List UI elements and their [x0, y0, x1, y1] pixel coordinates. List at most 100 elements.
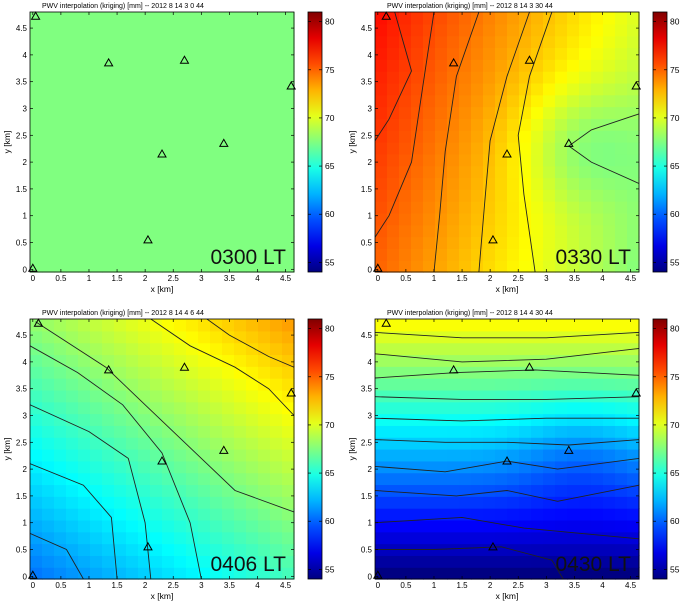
heatmap-cell	[114, 153, 127, 167]
heatmap-cell	[54, 496, 67, 509]
heatmap-cell	[270, 472, 283, 486]
heatmap-cell	[78, 401, 91, 415]
heatmap-cell	[471, 142, 484, 155]
heatmap-cell	[42, 82, 55, 96]
heatmap-cell	[483, 165, 496, 179]
heatmap-cell	[282, 472, 295, 486]
station-marker	[103, 364, 114, 374]
heatmap-cell	[162, 401, 175, 415]
heatmap-cell	[567, 35, 580, 49]
heatmap-cell	[435, 47, 448, 60]
heatmap-cell	[435, 130, 448, 143]
heatmap-cell	[114, 248, 127, 261]
heatmap-cell	[423, 260, 436, 273]
heatmap-cell	[246, 35, 259, 49]
station-marker	[488, 541, 498, 551]
x-tick-label: 3	[544, 274, 549, 283]
heatmap-cell	[591, 567, 604, 580]
heatmap-cell	[387, 389, 400, 403]
heatmap-cell	[375, 224, 388, 238]
heatmap-cell	[246, 460, 259, 474]
heatmap-cell	[78, 389, 91, 403]
heatmap-cell	[387, 59, 400, 72]
y-tick-label: 3	[368, 104, 373, 113]
heatmap-cell	[30, 23, 43, 37]
heatmap-cell	[246, 437, 259, 450]
heatmap-cell	[270, 449, 283, 462]
heatmap-cell	[234, 236, 247, 249]
heatmap-cell	[531, 496, 544, 509]
heatmap-cell	[90, 342, 103, 356]
heatmap-cell	[210, 449, 223, 462]
heatmap-cell	[615, 47, 628, 60]
heatmap-cell	[90, 425, 103, 438]
heatmap-cell	[375, 342, 388, 356]
heatmap-cell	[270, 59, 283, 72]
heatmap-cell	[66, 106, 79, 119]
heatmap-cell	[543, 71, 556, 84]
heatmap-cell	[459, 212, 472, 226]
heatmap-cell	[198, 319, 211, 332]
heatmap-cell	[411, 35, 424, 49]
heatmap-cell	[615, 35, 628, 49]
heatmap-cell	[114, 47, 127, 60]
heatmap-cell	[591, 142, 604, 155]
heatmap-cell	[375, 330, 388, 344]
heatmap-cell	[234, 260, 247, 273]
heatmap-cell	[615, 460, 628, 474]
heatmap-cell	[174, 165, 187, 179]
time-label: 0406 LT	[211, 553, 287, 576]
heatmap-cell	[435, 437, 448, 450]
heatmap-cell	[222, 413, 235, 426]
heatmap-cell	[627, 23, 640, 37]
heatmap-cell	[579, 519, 592, 533]
heatmap-cell	[126, 212, 139, 226]
heatmap-cell	[579, 401, 592, 415]
heatmap-cell	[198, 378, 211, 391]
heatmap-cell	[78, 47, 91, 60]
heatmap-cell	[507, 366, 520, 379]
station-marker	[502, 456, 512, 465]
heatmap-cell	[42, 165, 55, 179]
heatmap-cell	[258, 508, 271, 521]
heatmap-cell	[102, 212, 115, 226]
heatmap-cell	[411, 484, 424, 497]
heatmap-cell	[627, 177, 640, 190]
heatmap-cell	[162, 260, 175, 273]
heatmap-cell	[78, 12, 91, 25]
heatmap-cell	[567, 425, 580, 438]
heatmap-cell	[90, 71, 103, 84]
colorbar-tick-label: 65	[670, 161, 680, 171]
heatmap-cell	[471, 224, 484, 238]
heatmap-cell	[483, 366, 496, 379]
heatmap-cell	[591, 531, 604, 545]
heatmap-cell	[555, 142, 568, 155]
heatmap-cell	[627, 378, 640, 391]
heatmap-cell	[615, 130, 628, 143]
station-marker	[286, 80, 297, 90]
heatmap-cell	[234, 567, 247, 580]
heatmap-cell	[162, 47, 175, 60]
heatmap-cell	[627, 413, 640, 426]
heatmap-cell	[54, 519, 67, 533]
heatmap-cell	[519, 142, 532, 155]
heatmap-cell	[387, 130, 400, 143]
heatmap-cell	[543, 142, 556, 155]
heatmap-cell	[54, 460, 67, 474]
heatmap-cell	[483, 567, 496, 580]
heatmap-cell	[507, 82, 520, 96]
heatmap-cell	[507, 12, 520, 25]
heatmap-cell	[210, 496, 223, 509]
y-tick-label: 0.5	[16, 546, 28, 555]
heatmap-cell	[282, 177, 295, 190]
heatmap-cell	[507, 212, 520, 226]
heatmap-cell	[102, 319, 115, 332]
heatmap-cell	[198, 236, 211, 249]
heatmap-cell	[90, 118, 103, 131]
heatmap-cell	[615, 401, 628, 415]
x-tick-label: 3.5	[224, 581, 236, 590]
heatmap-cell	[138, 248, 151, 261]
heatmap-cell	[258, 567, 271, 580]
heatmap-cell	[519, 531, 532, 545]
heatmap-cell	[375, 508, 388, 521]
